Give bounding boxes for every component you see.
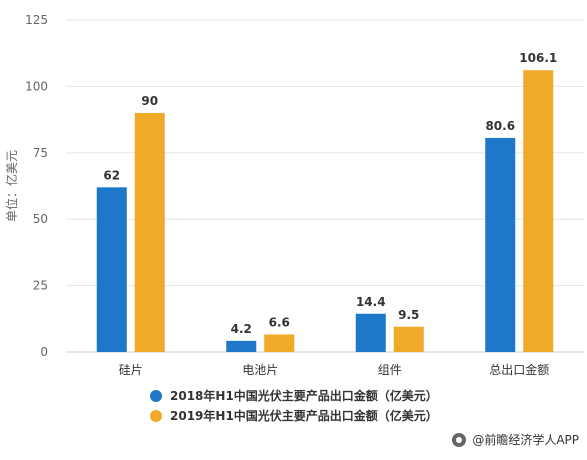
y-tick-label: 50 bbox=[33, 212, 48, 226]
data-label-2018-0: 62 bbox=[103, 168, 120, 182]
footer-credit: @前瞻经济学人APP bbox=[452, 431, 579, 448]
bar-2019-2 bbox=[393, 326, 424, 352]
y-tick-label: 100 bbox=[25, 79, 48, 93]
legend-swatch-2019 bbox=[150, 410, 162, 422]
legend-label-2018: 2018年H1中国光伏主要产品出口金额（亿美元） bbox=[170, 389, 438, 403]
bar-2018-3 bbox=[485, 137, 516, 352]
data-label-2019-2: 9.5 bbox=[398, 308, 419, 322]
bar-2018-2 bbox=[355, 313, 386, 352]
y-tick-label: 75 bbox=[33, 146, 48, 160]
bar-2019-3 bbox=[523, 70, 554, 353]
y-tick-label: 125 bbox=[25, 13, 48, 27]
data-label-2019-1: 6.6 bbox=[269, 315, 290, 329]
bar-2019-0 bbox=[134, 112, 165, 353]
data-label-2018-2: 14.4 bbox=[356, 295, 386, 309]
x-tick-label: 电池片 bbox=[242, 363, 278, 377]
x-tick-label: 组件 bbox=[378, 363, 402, 377]
x-tick-label: 硅片 bbox=[119, 363, 143, 377]
data-label-2018-1: 4.2 bbox=[231, 322, 252, 336]
legend-item-2019: 2019年H1中国光伏主要产品出口金额（亿美元） bbox=[150, 406, 438, 426]
bar-2019-1 bbox=[264, 334, 295, 352]
y-tick-label: 25 bbox=[33, 279, 48, 293]
legend-label-2019: 2019年H1中国光伏主要产品出口金额（亿美元） bbox=[170, 409, 438, 423]
data-label-2019-0: 90 bbox=[141, 94, 158, 108]
bar-2018-1 bbox=[226, 340, 257, 352]
legend: 2018年H1中国光伏主要产品出口金额（亿美元） 2019年H1中国光伏主要产品… bbox=[150, 386, 438, 426]
data-label-2018-3: 80.6 bbox=[485, 119, 515, 133]
footer-credit-text: @前瞻经济学人APP bbox=[472, 433, 579, 447]
x-tick-label: 总出口金额 bbox=[489, 362, 549, 377]
legend-item-2018: 2018年H1中国光伏主要产品出口金额（亿美元） bbox=[150, 386, 438, 406]
legend-swatch-2018 bbox=[150, 390, 162, 402]
y-axis-label: 单位：亿美元 bbox=[4, 150, 19, 222]
credit-logo-icon bbox=[452, 432, 467, 447]
y-tick-label: 0 bbox=[40, 345, 48, 359]
data-label-2019-3: 106.1 bbox=[519, 51, 557, 65]
bar-2018-0 bbox=[96, 187, 127, 352]
